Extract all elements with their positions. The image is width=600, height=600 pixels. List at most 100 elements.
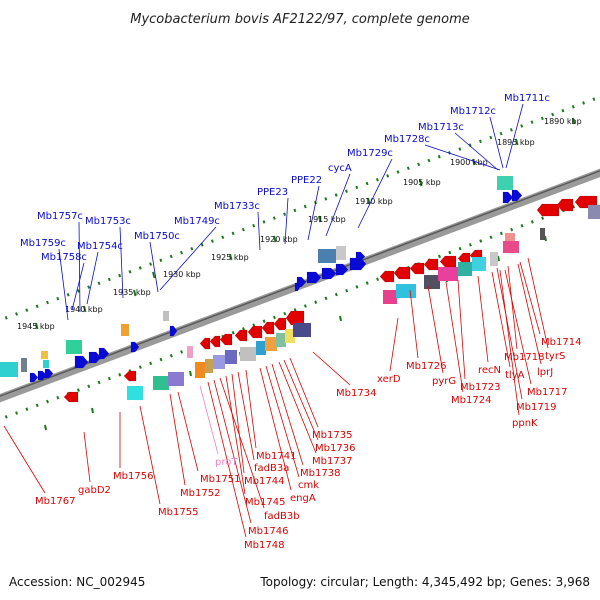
ruler-tick: [229, 253, 233, 261]
forward-gene-label: PPE22: [291, 175, 322, 186]
feature-block: [195, 362, 205, 378]
ruler-tick-label: 1900 kbp: [450, 158, 488, 167]
feature-block: [43, 360, 49, 368]
reverse-gene-label: Mb1752: [180, 488, 220, 499]
forward-gene: [502, 191, 514, 204]
feature-block: [438, 267, 458, 281]
reverse-gene: [409, 262, 425, 275]
reverse-label-leader: [312, 351, 351, 386]
ruler-tick: [273, 235, 277, 243]
ruler-tick-label: 1930 kbp: [163, 270, 201, 279]
reverse-gene-label: Mb1714: [541, 337, 581, 348]
reverse-gene: [123, 370, 137, 382]
feature-block: [472, 257, 486, 271]
forward-label-leader: [325, 173, 351, 237]
ruler-tick: [35, 322, 39, 330]
ruler-tick: [133, 289, 137, 297]
reverse-label-leader: [445, 281, 464, 393]
ruler-tick-label: 1915 kbp: [308, 215, 346, 224]
reverse-gene-label: Mb1738: [300, 468, 340, 479]
forward-gene-label: Mb1712c: [450, 106, 496, 117]
reverse-gene: [199, 337, 211, 350]
reverse-gene-label: proT: [215, 457, 238, 468]
feature-block: [225, 350, 237, 364]
reverse-label-leader: [237, 371, 255, 461]
ruler-tick: [472, 158, 476, 166]
forward-gene: [44, 368, 54, 379]
feature-block: [276, 333, 286, 347]
forward-label-leader: [58, 248, 69, 321]
forward-gene-label: Mb1733c: [214, 201, 260, 212]
forward-gene: [321, 267, 337, 280]
reverse-gene-label: ppnK: [512, 418, 538, 429]
ruler-tick-label: 1895 kbp: [497, 138, 535, 147]
ruler-tick: [572, 117, 576, 125]
ruler-tick: [318, 215, 322, 223]
reverse-gene-label: Mb1741: [256, 451, 296, 462]
reverse-gene: [273, 317, 287, 331]
reverse-gene: [556, 198, 574, 212]
feature-block: [66, 340, 82, 354]
forward-gene-label: Mb1749c: [174, 216, 220, 227]
reverse-gene-label: Mb1735: [312, 430, 352, 441]
forward-gene: [29, 372, 39, 383]
reverse-label-leader: [289, 357, 319, 428]
forward-gene-label: Mb1757c: [37, 211, 83, 222]
reverse-gene-label: tyrS: [545, 351, 565, 362]
forward-label-leader: [159, 226, 217, 291]
reverse-gene: [423, 258, 439, 271]
reverse-gene: [536, 203, 560, 217]
reverse-gene: [234, 329, 248, 342]
reverse-label-leader: [389, 317, 399, 372]
reverse-gene-label: Mb1755: [158, 507, 198, 518]
feature-block: [540, 228, 545, 240]
reverse-label-leader: [225, 375, 246, 495]
reverse-gene: [219, 333, 233, 346]
feature-block: [497, 176, 513, 190]
forward-label-leader: [489, 116, 504, 169]
reverse-gene-label: Mb1718: [504, 352, 544, 363]
ruler-tick-label: 1910 kbp: [355, 197, 393, 206]
reverse-gene-label: pyrG: [432, 376, 456, 387]
feature-block: [285, 329, 295, 343]
feature-block: [168, 372, 184, 386]
ruler-tick-label: 1890 kbp: [544, 117, 582, 126]
inner-ruler-tick: [339, 315, 342, 322]
reverse-label-leader: [477, 275, 489, 363]
feature-block: [383, 290, 397, 304]
reverse-gene-label: Mb1745: [245, 497, 285, 508]
reverse-label-leader: [219, 377, 265, 509]
reverse-gene-label: recN: [478, 365, 501, 376]
feature-block: [336, 246, 346, 260]
reverse-label-leader: [139, 405, 161, 505]
reverse-label-leader: [245, 369, 257, 449]
feature-block: [256, 341, 266, 355]
reverse-gene-label: Mb1734: [336, 388, 376, 399]
reverse-gene-label: Mb1737: [312, 456, 352, 467]
forward-label-leader: [284, 197, 289, 245]
feature-block: [213, 355, 225, 369]
reverse-gene: [439, 255, 457, 268]
forward-label-leader: [257, 211, 261, 251]
reverse-gene: [393, 266, 411, 280]
ruler-tick: [515, 138, 519, 146]
map-title: Mycobacterium bovis AF2122/97, complete …: [130, 12, 469, 27]
reverse-gene-label: Mb1748: [244, 540, 284, 551]
reverse-label-leader: [278, 361, 317, 454]
forward-label-leader: [307, 185, 320, 241]
reverse-label-leader: [409, 289, 419, 359]
reverse-gene: [63, 391, 79, 403]
reverse-gene: [209, 335, 221, 348]
ruler-tick-label: 1935 kbp: [113, 288, 151, 297]
forward-label-leader: [505, 103, 524, 169]
reverse-gene-label: tlyA: [505, 370, 525, 381]
reverse-gene-label: fadB3a: [254, 463, 289, 474]
reverse-gene-label: Mb1723: [460, 382, 500, 393]
reverse-label-leader: [507, 265, 518, 350]
inner-ruler-tick: [544, 235, 547, 242]
feature-block: [153, 376, 169, 390]
feature-block: [240, 347, 256, 361]
reverse-label-leader: [231, 373, 245, 474]
reverse-gene-label: Mb1767: [35, 496, 75, 507]
